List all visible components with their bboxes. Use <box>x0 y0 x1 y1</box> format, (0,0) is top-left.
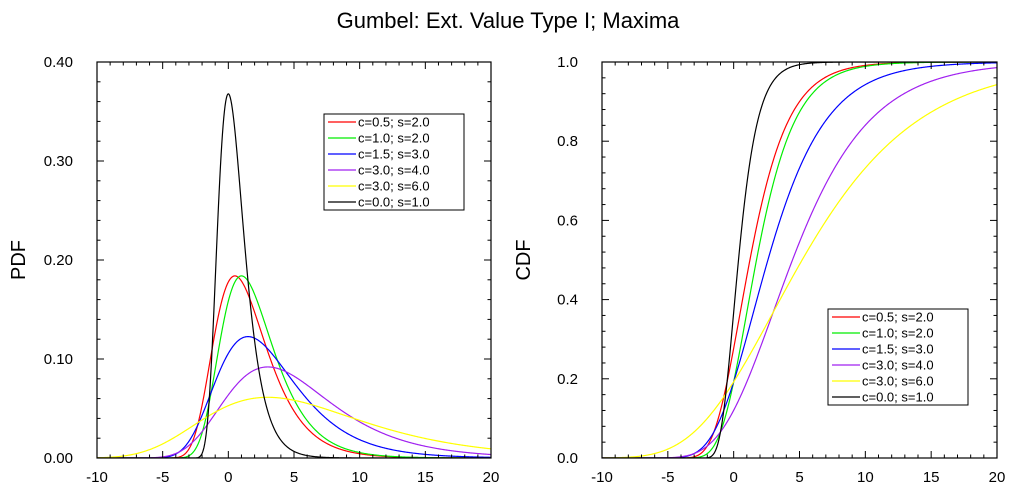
x-tick-label: 0 <box>224 469 232 486</box>
legend-entry: c=1.5; s=3.0 <box>358 147 430 162</box>
legend-box <box>323 113 465 211</box>
legend-entry: c=3.0; s=6.0 <box>862 374 934 389</box>
legend-entry: c=0.5; s=2.0 <box>358 115 430 130</box>
legend: c=0.5; s=2.0c=1.0; s=2.0c=1.5; s=3.0c=3.… <box>827 308 969 406</box>
legend-entry: c=0.0; s=1.0 <box>862 390 934 405</box>
y-axis-label: CDF <box>513 239 535 280</box>
x-tick-label: 20 <box>483 469 500 486</box>
legend-entry: c=3.0; s=6.0 <box>358 179 430 194</box>
y-tick-label: 0.10 <box>44 351 73 368</box>
y-tick-label: 1.0 <box>557 54 578 71</box>
legend-box <box>827 308 969 406</box>
y-tick-label: 0.2 <box>557 371 578 388</box>
legend-entry: c=0.0; s=1.0 <box>358 195 430 210</box>
y-tick-label: 0.8 <box>557 133 578 150</box>
legend: c=0.5; s=2.0c=1.0; s=2.0c=1.5; s=3.0c=3.… <box>323 113 465 211</box>
x-tick-label: -5 <box>156 469 169 486</box>
y-tick-label: 0.6 <box>557 212 578 229</box>
series-line-0 <box>97 275 491 458</box>
x-tick-label: 0 <box>729 469 737 486</box>
y-tick-label: 0.30 <box>44 153 73 170</box>
pdf-panel: -10 -5 0 5 10 15 20 0.00 0.10 0.20 0.30 0.40 PDF c=0.… <box>8 54 499 486</box>
y-tick-label: 0.0 <box>557 450 578 467</box>
legend-entry: c=1.5; s=3.0 <box>862 342 934 357</box>
x-tick-label: 15 <box>923 469 940 486</box>
x-tick-label: 5 <box>795 469 803 486</box>
y-tick-label: 0.4 <box>557 292 578 309</box>
series-line-1 <box>97 275 491 458</box>
x-tick-label: -10 <box>86 469 108 486</box>
series-line-3 <box>97 366 491 458</box>
legend-entry: c=0.5; s=2.0 <box>862 310 934 325</box>
figure-title: Gumbel: Ext. Value Type I; Maxima <box>337 8 681 33</box>
x-tick-label: 5 <box>290 469 298 486</box>
y-tick-label: 0.20 <box>44 252 73 269</box>
x-tick-label: -10 <box>591 469 613 486</box>
legend-entry: c=3.0; s=4.0 <box>358 163 430 178</box>
series-line-4 <box>602 84 997 458</box>
legend-entry: c=3.0; s=4.0 <box>862 358 934 373</box>
y-tick-label: 0.00 <box>44 450 73 467</box>
series-line-4 <box>97 396 491 458</box>
y-tick-label: 0.40 <box>44 54 73 71</box>
legend-entry: c=1.0; s=2.0 <box>862 326 934 341</box>
x-tick-label: 20 <box>989 469 1006 486</box>
x-tick-label: 10 <box>857 469 874 486</box>
x-tick-label: 15 <box>417 469 434 486</box>
y-axis-label: PDF <box>8 240 30 280</box>
cdf-panel: -10 -5 0 5 10 15 20 0.0 0.2 0.4 0.6 0.8 1.0 CDF c=0.5;… <box>513 54 1005 486</box>
x-tick-label: 10 <box>351 469 368 486</box>
legend-entry: c=1.0; s=2.0 <box>358 131 430 146</box>
x-tick-label: -5 <box>661 469 674 486</box>
